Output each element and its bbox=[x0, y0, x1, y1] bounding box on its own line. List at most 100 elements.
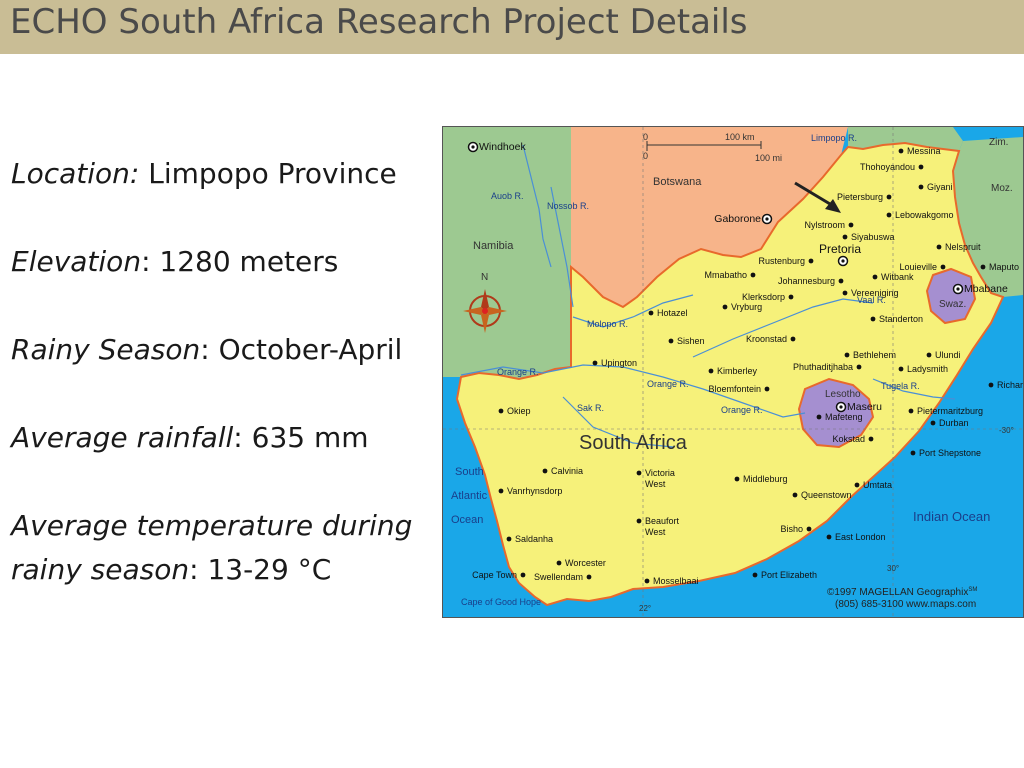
auob-river bbox=[522, 144, 552, 268]
graticule bbox=[443, 127, 1023, 617]
city-hotazel-dot bbox=[648, 310, 654, 316]
city-kimberley-dot bbox=[708, 368, 714, 374]
city-calvinia-label: Calvinia bbox=[551, 466, 583, 476]
city-vereeniging-dot bbox=[842, 290, 848, 296]
city-mbabane-label: Mbabane bbox=[964, 283, 1008, 295]
city-vanrhynsdorp-label: Vanrhynsdorp bbox=[507, 486, 562, 496]
copyright-sm: SM bbox=[968, 587, 977, 593]
city-swellendam-dot bbox=[586, 574, 592, 580]
city-sishen-dot bbox=[668, 338, 674, 344]
location-line: Location: Limpopo Province bbox=[11, 152, 441, 196]
rainy-season-value: : October-April bbox=[200, 333, 403, 366]
city-saldanha-label: Saldanha bbox=[515, 534, 553, 544]
orange-river bbox=[460, 364, 806, 418]
elevation-value: : 1280 meters bbox=[141, 245, 339, 278]
temperature-line-1: Average temperature during bbox=[11, 504, 441, 548]
capital-maseru-center bbox=[839, 405, 843, 409]
location-arrow-icon bbox=[794, 181, 841, 213]
rainfall-value: : 635 mm bbox=[233, 421, 369, 454]
city-thohoyandou-label: Thohoyandou bbox=[860, 162, 915, 172]
city-siyabuswa-dot bbox=[842, 234, 848, 240]
compass-rose-icon bbox=[463, 289, 507, 333]
city-phuthaditjhaba-label: Phuthaditjhaba bbox=[793, 362, 853, 372]
tugela-river bbox=[872, 378, 956, 400]
city-nylstroom-dot bbox=[848, 222, 854, 228]
city-messina-label: Messina bbox=[907, 146, 941, 156]
city-bisho-label: Bisho bbox=[780, 524, 803, 534]
city-witbank-dot bbox=[872, 274, 878, 280]
orange-river-label-mid: Orange R. bbox=[647, 379, 689, 389]
city-saldanha-dot bbox=[506, 536, 512, 542]
city-port-elizabeth-label: Port Elizabeth bbox=[761, 570, 817, 580]
scale-bar bbox=[646, 141, 762, 151]
city-mosselbaai-label: Mosselbaai bbox=[653, 576, 699, 586]
orange-river-label-east: Orange R. bbox=[721, 405, 763, 415]
city-calvinia-dot bbox=[542, 468, 548, 474]
temperature-line-2: rainy season: 13-29 °C bbox=[11, 548, 441, 592]
city-pietermaritzburg-label: Pietermaritzburg bbox=[917, 406, 983, 416]
namibia-label: Namibia bbox=[473, 240, 514, 252]
city-okiep-label: Okiep bbox=[507, 406, 531, 416]
city-johannesburg-label: Johannesburg bbox=[778, 276, 835, 286]
city-standerton-label: Standerton bbox=[879, 314, 923, 324]
city-pietersburg-dot bbox=[886, 194, 892, 200]
city-giyani-dot bbox=[918, 184, 924, 190]
city-mafeteng-label: Mafeteng bbox=[825, 412, 863, 422]
capital-mbabane-center bbox=[956, 287, 960, 291]
city-sishen-label: Sishen bbox=[677, 336, 705, 346]
city-ladysmith-dot bbox=[898, 366, 904, 372]
city-port-elizabeth-dot bbox=[752, 572, 758, 578]
river-labels: Limpopo R. Auob R. Nossob R. Molopo R. O… bbox=[491, 133, 920, 415]
city-bethlehem-label: Bethlehem bbox=[853, 350, 896, 360]
city-witbank-label: Witbank bbox=[881, 272, 914, 282]
orange-river-label-west: Orange R. bbox=[497, 367, 539, 377]
indian-ocean-label: Indian Ocean bbox=[913, 509, 990, 524]
city-giyani-label: Giyani bbox=[927, 182, 953, 192]
city-nylstroom-label: Nylstroom bbox=[804, 220, 845, 230]
nossob-river-label: Nossob R. bbox=[547, 201, 589, 211]
city-beaufort-west-dot bbox=[636, 518, 642, 524]
copyright-line-2: (805) 685-3100 www.maps.com bbox=[835, 599, 976, 610]
lesotho-region bbox=[797, 377, 875, 449]
city-pretoria-label: Pretoria bbox=[819, 242, 861, 256]
city-bethlehem-dot bbox=[844, 352, 850, 358]
city-nelspruit-dot bbox=[936, 244, 942, 250]
south-africa-region bbox=[455, 141, 1005, 607]
city-standerton-dot bbox=[870, 316, 876, 322]
zimbabwe-label: Zim. bbox=[989, 137, 1008, 148]
city-gaborone-label: Gaborone bbox=[714, 213, 761, 225]
city-pietermaritzburg-dot bbox=[908, 408, 914, 414]
city-vryburg-label: Vryburg bbox=[731, 302, 762, 312]
mozambique-label: Moz. bbox=[991, 183, 1013, 194]
city-phuthaditjhaba-dot bbox=[856, 364, 862, 370]
molopo-river-label: Molopo R. bbox=[587, 319, 628, 329]
limpopo-river-label: Limpopo R. bbox=[811, 133, 857, 143]
city-louieville-dot bbox=[940, 264, 946, 270]
city-klerksdorp-dot bbox=[788, 294, 794, 300]
city-cape-town-dot bbox=[520, 572, 526, 578]
city-maseru-label: Maseru bbox=[847, 401, 882, 413]
south-africa-map: 0 0 100 km 100 mi N Namibia Botswana Zim… bbox=[442, 126, 1024, 618]
city-rustenburg-dot bbox=[808, 258, 814, 264]
city-queenstown-label: Queenstown bbox=[801, 490, 852, 500]
city-nelspruit-label: Nelspruit bbox=[945, 242, 981, 252]
molopo-river bbox=[572, 294, 694, 328]
capital-gaborone-center bbox=[765, 217, 769, 221]
city-richard-s-bay-dot bbox=[988, 382, 994, 388]
city-worcester-dot bbox=[556, 560, 562, 566]
elevation-label: Elevation bbox=[11, 245, 142, 278]
city-kroonstad-label: Kroonstad bbox=[746, 334, 787, 344]
title-bar: ECHO South Africa Research Project Detai… bbox=[0, 0, 1024, 54]
lat30-left-label: 30° bbox=[887, 564, 899, 573]
city-okiep-dot bbox=[498, 408, 504, 414]
map-canvas: 0 0 100 km 100 mi N Namibia Botswana Zim… bbox=[443, 127, 1023, 617]
location-value: Limpopo Province bbox=[139, 157, 397, 190]
city-durban-label: Durban bbox=[939, 418, 969, 428]
capital-pretoria-center bbox=[841, 259, 845, 263]
copyright-text: ©1997 MAGELLAN Geographix bbox=[827, 587, 968, 598]
city-swellendam-label: Swellendam bbox=[534, 572, 583, 582]
city-worcester-label: Worcester bbox=[565, 558, 606, 568]
city-middleburg-dot bbox=[734, 476, 740, 482]
city-mosselbaai-dot bbox=[644, 578, 650, 584]
lesotho-label: Lesotho bbox=[825, 389, 861, 400]
